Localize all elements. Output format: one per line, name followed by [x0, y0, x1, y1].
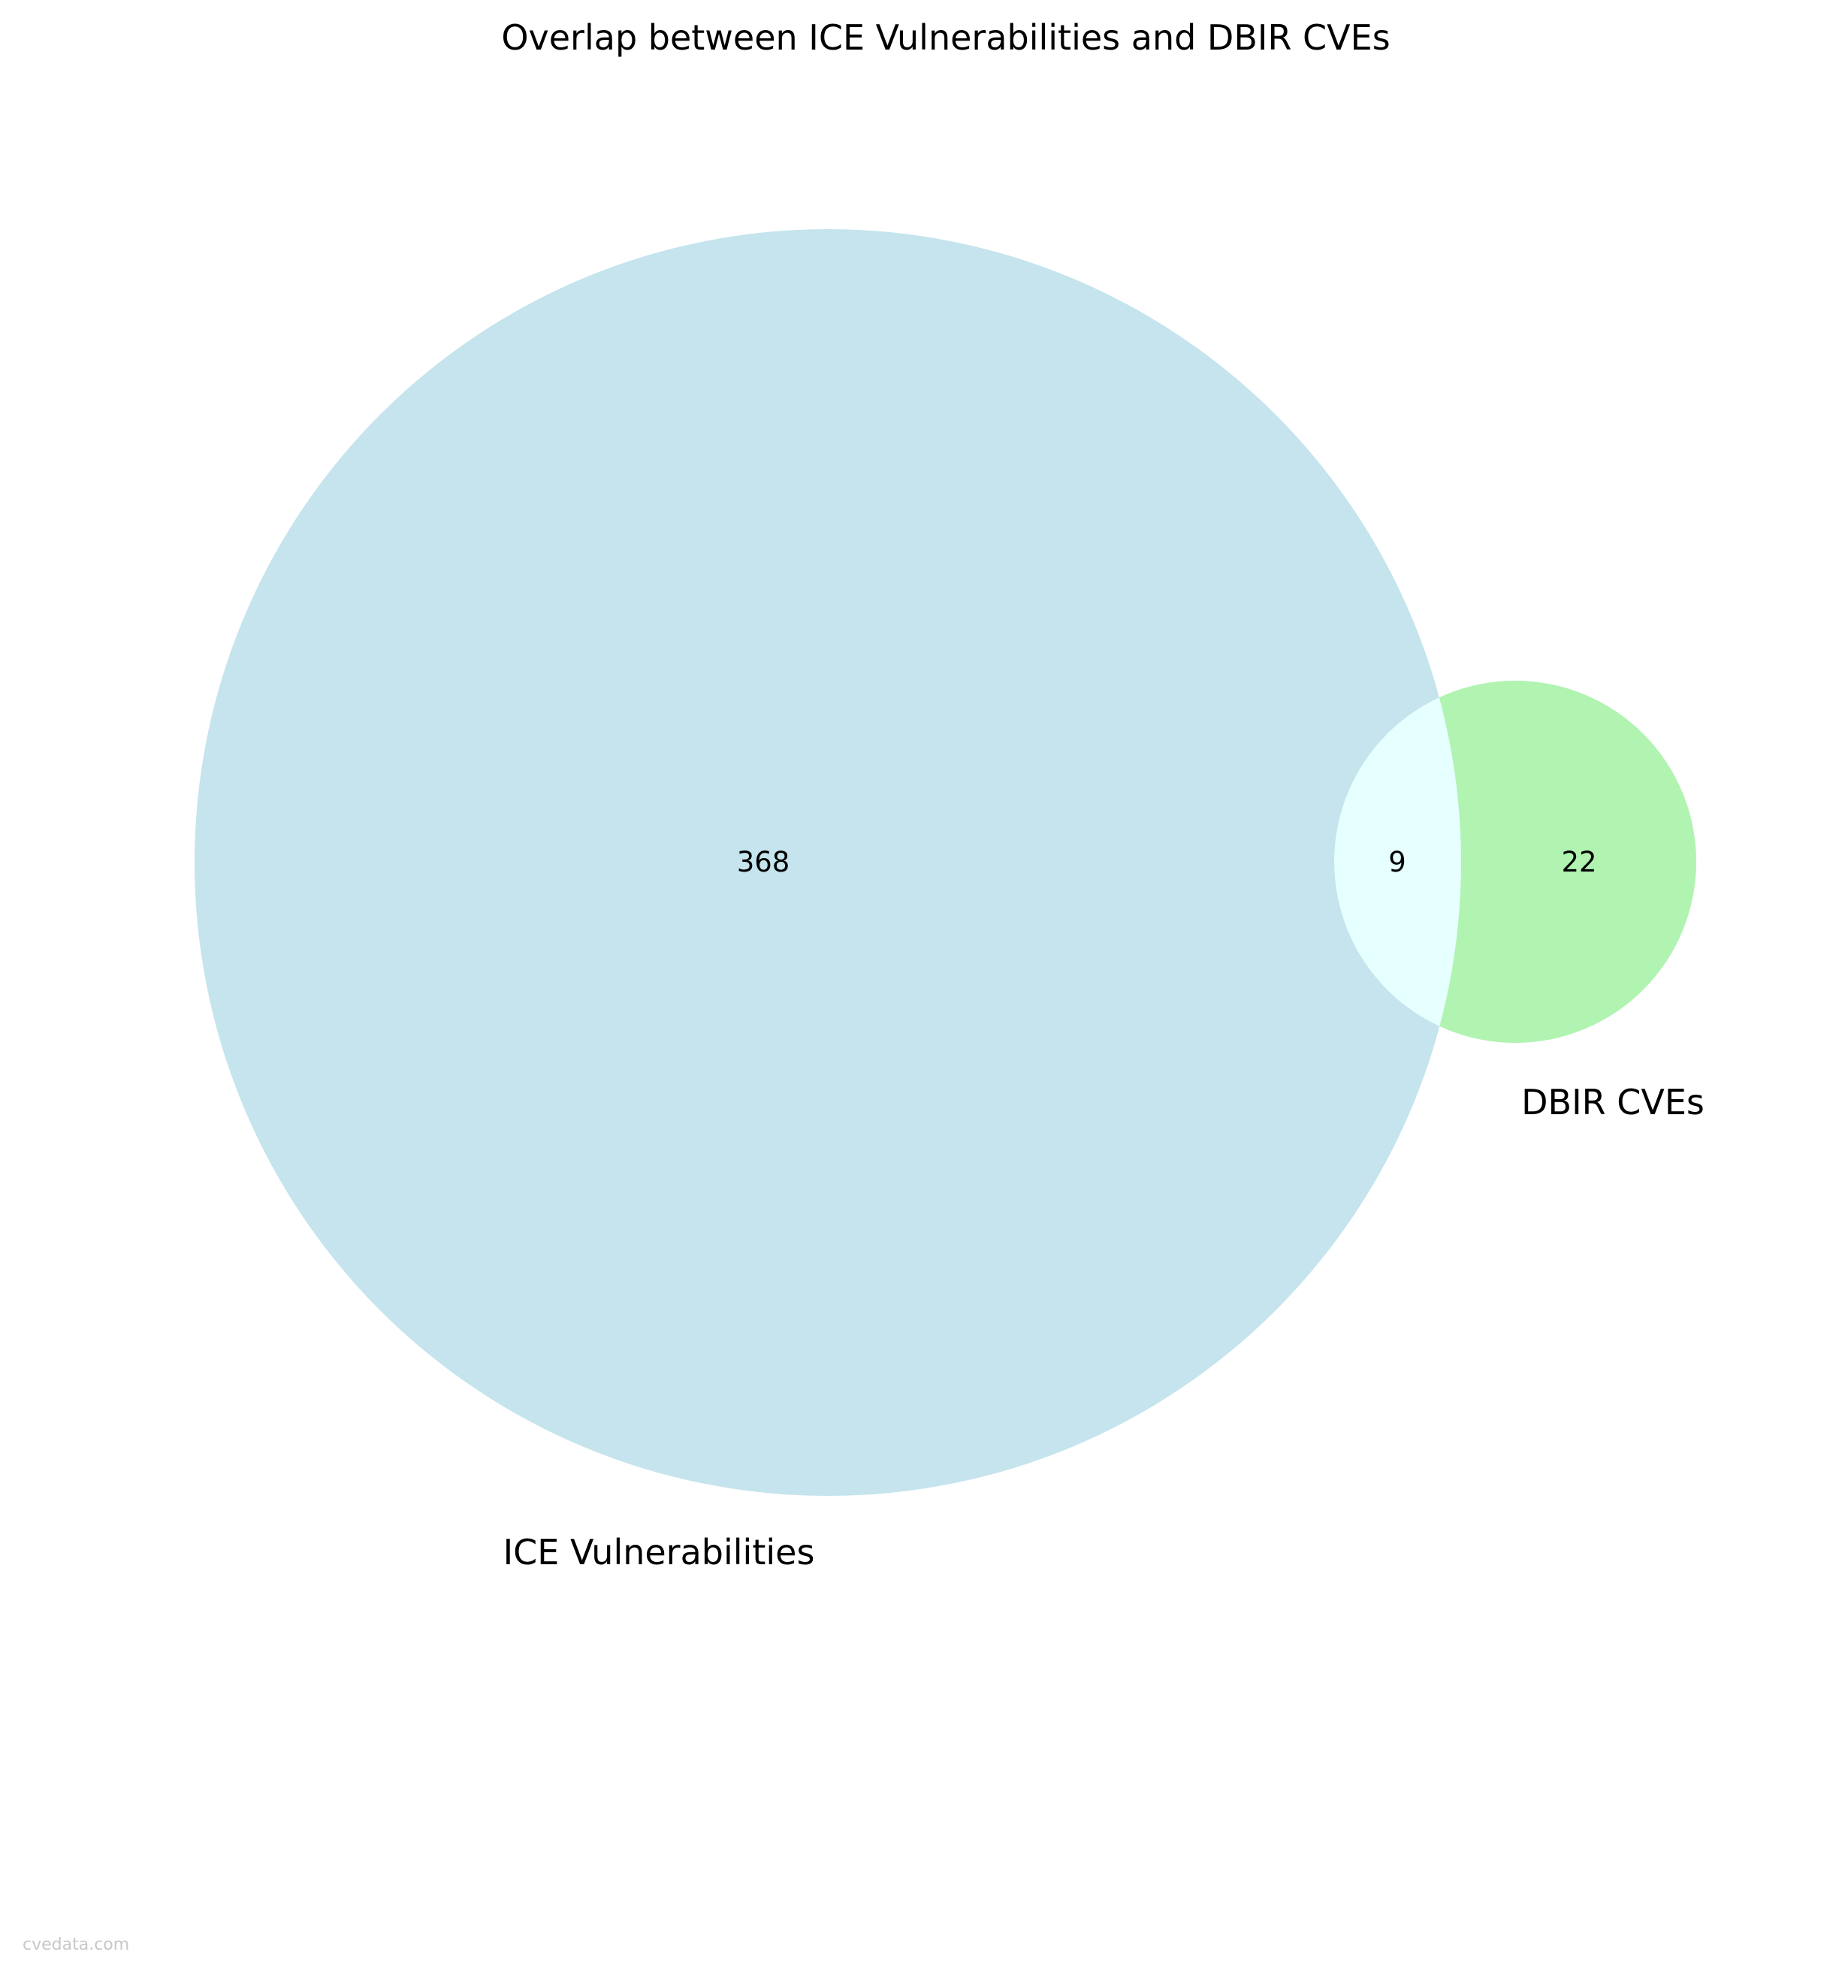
dbir-only-count: 22 [1561, 846, 1596, 878]
ice-vulnerabilities-circle [195, 229, 1461, 1496]
chart-title: Overlap between ICE Vulnerabilities and … [501, 17, 1390, 58]
dbir-cves-label: DBIR CVEs [1521, 1082, 1705, 1122]
watermark: cvedata.com [23, 1935, 129, 1954]
ice-only-count: 368 [737, 846, 790, 878]
ice-vulnerabilities-label: ICE Vulnerabilities [503, 1532, 815, 1573]
intersection-count: 9 [1388, 846, 1406, 878]
